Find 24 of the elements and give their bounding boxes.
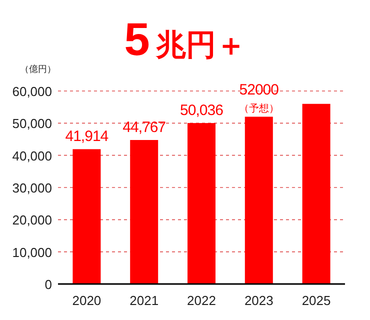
y-tick-label: 30,000 xyxy=(12,180,52,196)
y-tick-label: 20,000 xyxy=(12,212,52,228)
bar xyxy=(244,116,273,284)
y-axis-title: （億円） xyxy=(20,64,56,74)
bar xyxy=(72,149,101,284)
x-tick-label: 2025 xyxy=(302,293,331,308)
data-label: 50,036 xyxy=(180,102,224,120)
chart-title: 5兆円＋ xyxy=(124,13,246,65)
x-tick-label: 2020 xyxy=(72,293,102,308)
bar xyxy=(130,140,158,284)
annotation: （予想） xyxy=(238,102,279,115)
y-tick-label: 50,000 xyxy=(12,116,52,132)
y-tick-label: 10,000 xyxy=(12,244,52,260)
data-label: 44,767 xyxy=(122,119,166,136)
y-tick-label: 60,000 xyxy=(12,84,52,99)
x-tick-label: 2023 xyxy=(244,293,274,308)
bar xyxy=(302,104,330,284)
x-tick-label: 2021 xyxy=(130,293,159,308)
y-tick-label: 40,000 xyxy=(12,148,52,164)
data-label: 41,914 xyxy=(65,128,108,146)
data-label: 52000 xyxy=(239,82,279,99)
y-tick-label: 0 xyxy=(44,277,52,292)
x-tick-label: 2022 xyxy=(187,293,216,308)
bar xyxy=(188,123,216,284)
